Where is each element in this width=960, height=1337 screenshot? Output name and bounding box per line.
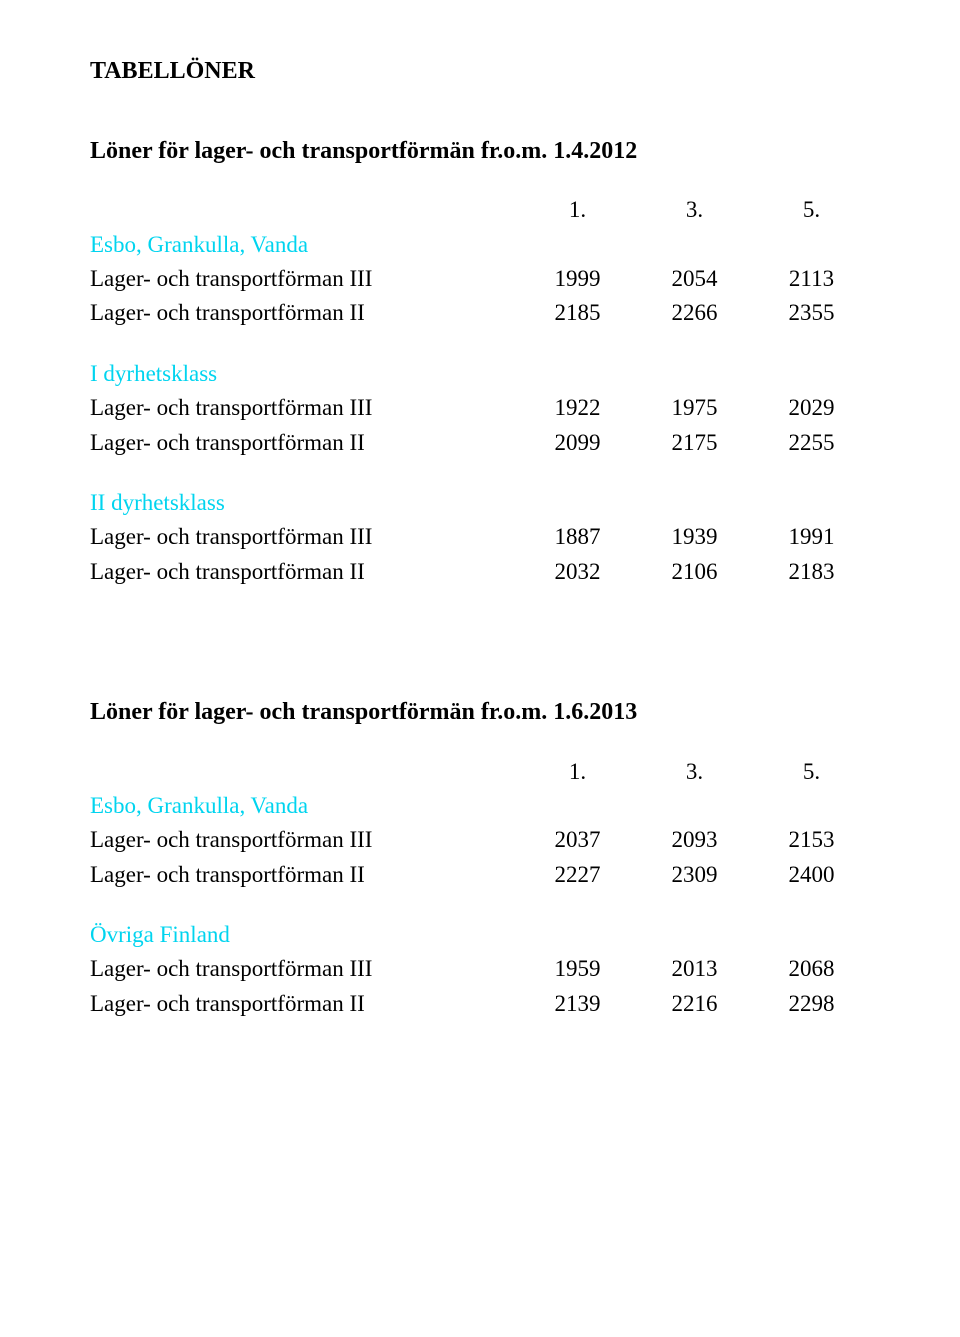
row-value: 2355 (753, 296, 870, 330)
table-row: Lager- och transportförman II 2185 2266 … (90, 296, 870, 330)
row-label: Lager- och transportförman III (90, 262, 519, 296)
row-value: 1999 (519, 262, 636, 296)
row-value: 1922 (519, 391, 636, 425)
row-value: 2400 (753, 858, 870, 892)
group-header: Esbo, Grankulla, Vanda (90, 228, 519, 262)
row-label: Lager- och transportförman III (90, 520, 519, 554)
row-label: Lager- och transportförman II (90, 555, 519, 589)
row-label: Lager- och transportförman II (90, 296, 519, 330)
row-value: 1991 (753, 520, 870, 554)
group-header: I dyrhetsklass (90, 357, 519, 391)
row-value: 2227 (519, 858, 636, 892)
row-value: 2093 (636, 823, 753, 857)
table-row: Lager- och transportförman II 2227 2309 … (90, 858, 870, 892)
table-row: Esbo, Grankulla, Vanda (90, 228, 870, 262)
section1-table: 1. 3. 5. Esbo, Grankulla, Vanda Lager- o… (90, 193, 870, 589)
table-row: Övriga Finland (90, 918, 870, 952)
row-value: 2266 (636, 296, 753, 330)
row-label: Lager- och transportförman II (90, 426, 519, 460)
table-row: Lager- och transportförman II 2099 2175 … (90, 426, 870, 460)
row-value: 1975 (636, 391, 753, 425)
row-value: 2029 (753, 391, 870, 425)
column-header-row: 1. 3. 5. (90, 755, 870, 789)
page: TABELLÖNER Löner för lager- och transpor… (0, 0, 960, 1337)
table-row: Lager- och transportförman III 2037 2093… (90, 823, 870, 857)
row-value: 2153 (753, 823, 870, 857)
table-row: Lager- och transportförman III 1922 1975… (90, 391, 870, 425)
row-value: 2309 (636, 858, 753, 892)
row-value: 1939 (636, 520, 753, 554)
row-value: 2013 (636, 952, 753, 986)
row-value: 2216 (636, 987, 753, 1021)
table-row: Lager- och transportförman III 1999 2054… (90, 262, 870, 296)
row-value: 2113 (753, 262, 870, 296)
col-head-1: 1. (519, 755, 636, 789)
row-value: 2255 (753, 426, 870, 460)
row-value: 2099 (519, 426, 636, 460)
group-header: Övriga Finland (90, 918, 519, 952)
col-head-3: 5. (753, 193, 870, 227)
row-value: 2139 (519, 987, 636, 1021)
col-head-3: 5. (753, 755, 870, 789)
row-value: 2175 (636, 426, 753, 460)
row-value: 2068 (753, 952, 870, 986)
table-row: Lager- och transportförman II 2032 2106 … (90, 555, 870, 589)
row-value: 2054 (636, 262, 753, 296)
row-label: Lager- och transportförman II (90, 858, 519, 892)
col-head-2: 3. (636, 193, 753, 227)
row-value: 2298 (753, 987, 870, 1021)
column-header-row: 1. 3. 5. (90, 193, 870, 227)
row-value: 2106 (636, 555, 753, 589)
row-value: 2032 (519, 555, 636, 589)
section2-table: 1. 3. 5. Esbo, Grankulla, Vanda Lager- o… (90, 755, 870, 1022)
table-row: II dyrhetsklass (90, 486, 870, 520)
section2-title: Löner för lager- och transportförmän fr.… (90, 697, 870, 729)
group-header: II dyrhetsklass (90, 486, 519, 520)
col-head-1: 1. (519, 193, 636, 227)
row-value: 1887 (519, 520, 636, 554)
table-row: Lager- och transportförman III 1959 2013… (90, 952, 870, 986)
row-label: Lager- och transportförman III (90, 952, 519, 986)
main-title: TABELLÖNER (90, 56, 870, 88)
row-value: 2183 (753, 555, 870, 589)
group-header: Esbo, Grankulla, Vanda (90, 789, 519, 823)
row-value: 2185 (519, 296, 636, 330)
col-head-2: 3. (636, 755, 753, 789)
table-row: Lager- och transportförman II 2139 2216 … (90, 987, 870, 1021)
row-label: Lager- och transportförman III (90, 391, 519, 425)
table-row: Lager- och transportförman III 1887 1939… (90, 520, 870, 554)
table-row: Esbo, Grankulla, Vanda (90, 789, 870, 823)
row-label: Lager- och transportförman II (90, 987, 519, 1021)
row-value: 2037 (519, 823, 636, 857)
table-row: I dyrhetsklass (90, 357, 870, 391)
section1-title: Löner för lager- och transportförmän fr.… (90, 136, 870, 168)
row-label: Lager- och transportförman III (90, 823, 519, 857)
row-value: 1959 (519, 952, 636, 986)
